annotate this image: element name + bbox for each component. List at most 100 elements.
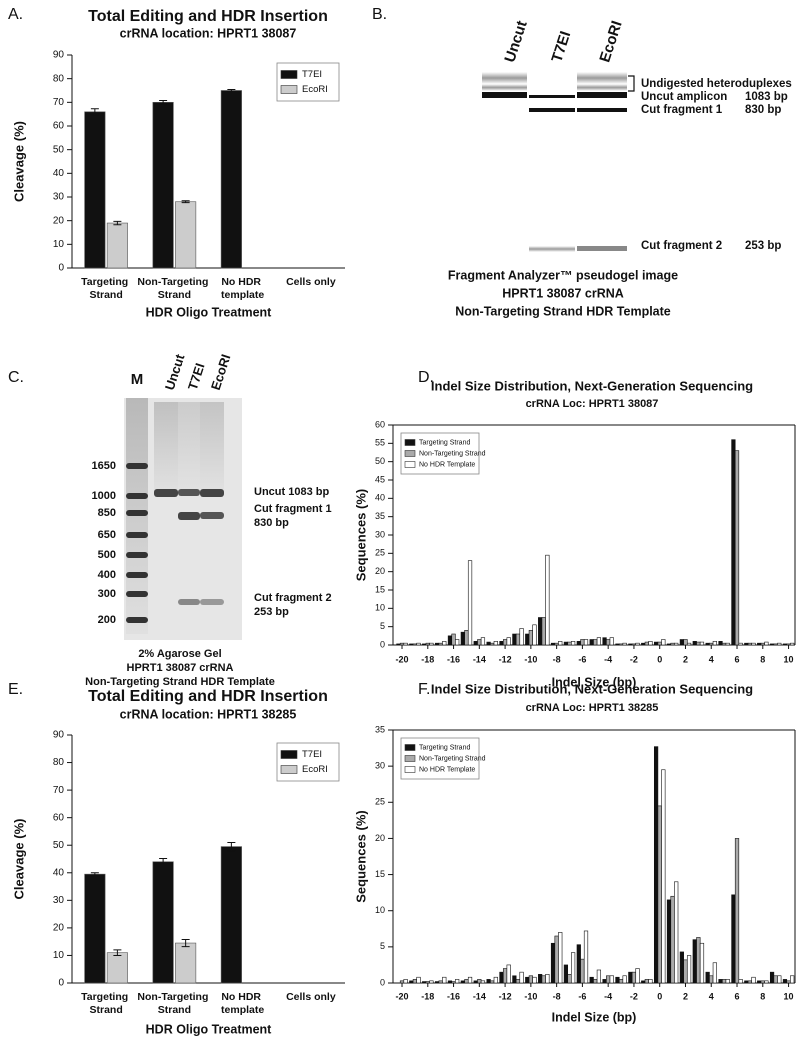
- legend-swatch: [280, 765, 298, 774]
- bar: [532, 624, 537, 646]
- error-bar: [159, 99, 168, 105]
- x-tick-label: -12: [499, 654, 512, 664]
- gel-band: [577, 92, 627, 98]
- bar: [576, 641, 581, 646]
- bar: [705, 971, 710, 984]
- bar: [525, 976, 530, 984]
- legend-swatch: [280, 70, 298, 79]
- panel-letter: C.: [8, 369, 24, 386]
- x-tick-label: -16: [447, 654, 460, 664]
- bar: [528, 975, 533, 984]
- bar: [477, 639, 482, 646]
- bar: [631, 971, 637, 984]
- bar: [567, 974, 572, 984]
- bar: [628, 971, 633, 984]
- band-label: Uncut 1083 bp: [254, 486, 329, 498]
- y-tick-label: 50: [375, 456, 385, 466]
- legend-swatch: [404, 461, 416, 468]
- bar: [657, 641, 662, 646]
- x-tick-label: 10: [784, 991, 794, 1001]
- bar: [455, 639, 460, 646]
- bar: [777, 975, 782, 984]
- y-axis-label: Sequences (%): [353, 810, 368, 902]
- bar: [725, 642, 730, 646]
- legend-frame: [276, 62, 340, 102]
- y-tick-label: 15: [375, 584, 385, 594]
- bar: [631, 643, 637, 646]
- bar: [764, 641, 769, 646]
- bar: [686, 955, 692, 984]
- gel-band: [529, 95, 575, 98]
- gel-band: [200, 512, 224, 519]
- bar: [679, 951, 684, 984]
- x-tick-label: 4: [709, 991, 714, 1001]
- x-tick-label: -16: [447, 991, 460, 1001]
- bracket: [628, 75, 635, 92]
- bar: [550, 942, 556, 984]
- bar: [175, 942, 197, 984]
- bar: [692, 641, 697, 646]
- bar: [541, 975, 546, 984]
- bar: [480, 980, 486, 984]
- panel-c: C. M Uncut T7EI EcoRI Uncut 1083 bp Cut …: [8, 352, 332, 688]
- bar: [683, 639, 688, 646]
- gel-band: [178, 599, 200, 605]
- x-tick-label: -10: [524, 654, 537, 664]
- legend-label: No HDR Template: [419, 766, 475, 773]
- bar: [666, 643, 672, 646]
- y-tick-label: 5: [380, 941, 385, 951]
- y-tick-label: 30: [375, 761, 385, 771]
- bar: [438, 980, 443, 984]
- bar: [493, 976, 498, 984]
- bar: [403, 979, 408, 984]
- bar: [473, 641, 478, 646]
- bar: [499, 641, 504, 646]
- bar: [657, 805, 662, 984]
- bar: [666, 899, 672, 984]
- bar: [782, 979, 788, 984]
- y-tick-label: 60: [375, 419, 385, 429]
- bar: [451, 633, 456, 646]
- y-tick-label: 35: [375, 724, 385, 734]
- bar: [648, 979, 653, 984]
- bar: [106, 952, 128, 984]
- legend-label: T7EI: [302, 749, 322, 760]
- bar: [609, 975, 614, 984]
- bar: [84, 873, 106, 984]
- bar: [712, 962, 717, 984]
- bar: [447, 980, 453, 984]
- y-tick-label: 0: [58, 263, 64, 274]
- x-axis-label: HDR Oligo Treatment: [146, 1022, 273, 1036]
- legend-label: Non-Targeting Strand: [419, 755, 486, 762]
- bar: [545, 974, 550, 984]
- bar: [506, 637, 511, 646]
- lane-label: T7EI: [548, 29, 574, 64]
- gel-band: [529, 108, 575, 112]
- chart: F. Indel Size Distribution, Next-Generati…: [353, 681, 796, 1024]
- bar: [425, 642, 430, 646]
- x-tick-label: 6: [735, 654, 740, 664]
- bar: [747, 642, 753, 646]
- lane-label: Uncut: [162, 352, 188, 392]
- y-tick-label: 20: [375, 833, 385, 843]
- bar: [738, 979, 743, 984]
- bar: [718, 641, 723, 646]
- x-tick-label: -8: [553, 654, 561, 664]
- y-tick-label: 40: [375, 493, 385, 503]
- bar: [641, 980, 646, 984]
- bar: [734, 838, 740, 984]
- bar: [609, 637, 614, 646]
- lane-smear: [200, 402, 224, 492]
- bar: [451, 981, 456, 984]
- band-size: 1083 bp: [745, 91, 788, 103]
- bar: [538, 617, 543, 646]
- bar: [442, 976, 447, 984]
- bar: [152, 102, 174, 269]
- bar: [782, 643, 788, 646]
- bar: [438, 642, 443, 646]
- bar: [589, 639, 594, 646]
- bar: [467, 976, 473, 984]
- x-tick-label: -14: [473, 654, 486, 664]
- bar: [525, 633, 530, 646]
- bar: [661, 769, 666, 984]
